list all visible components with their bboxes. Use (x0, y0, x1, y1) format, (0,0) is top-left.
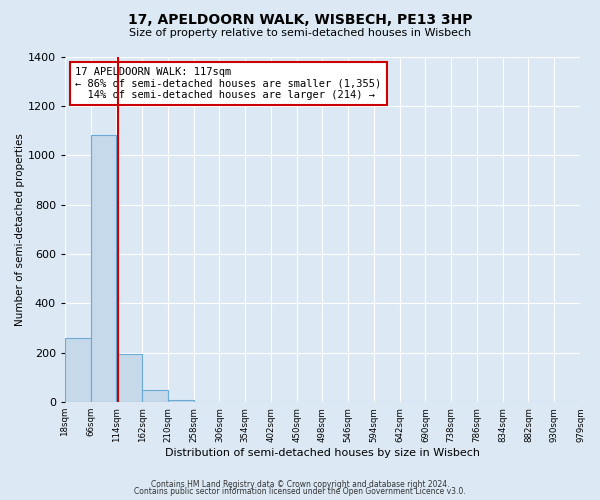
Bar (142, 390, 168, 402)
Y-axis label: Number of semi-detached properties: Number of semi-detached properties (15, 133, 25, 326)
Text: Contains HM Land Registry data © Crown copyright and database right 2024.: Contains HM Land Registry data © Crown c… (151, 480, 449, 489)
Text: 17, APELDOORN WALK, WISBECH, PE13 3HP: 17, APELDOORN WALK, WISBECH, PE13 3HP (128, 12, 472, 26)
Bar (91, 135, 116, 402)
Bar (116, 354, 142, 402)
Text: 17 APELDOORN WALK: 117sqm
← 86% of semi-detached houses are smaller (1,355)
  14: 17 APELDOORN WALK: 117sqm ← 86% of semi-… (75, 67, 382, 100)
Bar (168, 400, 194, 402)
Text: Contains public sector information licensed under the Open Government Licence v3: Contains public sector information licen… (134, 487, 466, 496)
X-axis label: Distribution of semi-detached houses by size in Wisbech: Distribution of semi-detached houses by … (165, 448, 480, 458)
Bar (65, 338, 91, 402)
Text: Size of property relative to semi-detached houses in Wisbech: Size of property relative to semi-detach… (129, 28, 471, 38)
